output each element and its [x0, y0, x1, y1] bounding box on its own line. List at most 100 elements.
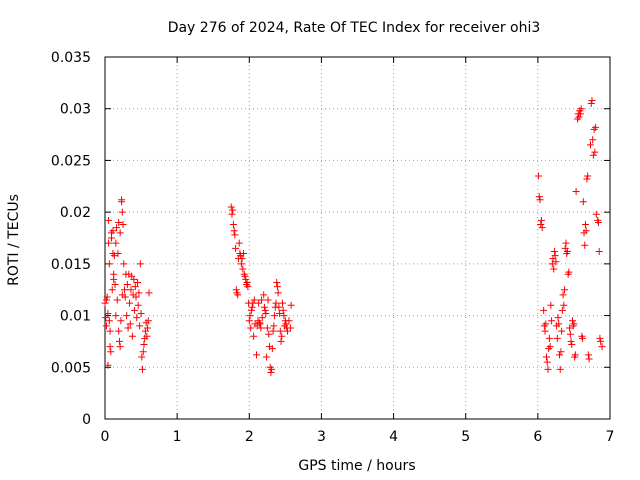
data-point [244, 283, 252, 291]
y-tick-label: 0.01 [60, 309, 91, 325]
data-point [261, 306, 269, 314]
data-point [105, 216, 113, 224]
data-point [537, 216, 545, 224]
data-point [273, 278, 281, 286]
data-point [102, 322, 110, 330]
data-point [115, 218, 123, 226]
data-point [274, 289, 282, 297]
data-point [109, 227, 117, 235]
data-point [231, 231, 239, 239]
data-point [126, 299, 134, 307]
data-point [581, 241, 589, 249]
data-point [591, 148, 599, 156]
data-point [594, 218, 602, 226]
x-tick-label: 2 [245, 429, 254, 445]
data-point [587, 100, 595, 108]
data-point [118, 208, 126, 216]
data-point [107, 348, 115, 356]
data-point [237, 260, 245, 268]
data-point [544, 365, 552, 373]
data-point [545, 334, 553, 342]
data-point [535, 172, 543, 180]
y-tick-label: 0.035 [51, 50, 91, 66]
data-point [246, 312, 254, 320]
data-point [273, 283, 281, 291]
data-point [104, 310, 112, 318]
data-point [276, 310, 284, 318]
data-point [543, 358, 551, 366]
data-point [241, 272, 249, 280]
data-point [553, 334, 561, 342]
data-point [584, 172, 592, 180]
data-point [124, 324, 132, 332]
data-point [229, 221, 237, 229]
data-point [227, 203, 235, 211]
data-point [264, 296, 272, 304]
data-point [138, 353, 146, 361]
gridlines [105, 57, 610, 419]
data-point [260, 291, 268, 299]
data-point [598, 343, 606, 351]
data-point [552, 258, 560, 266]
data-point [123, 281, 131, 289]
data-point [110, 275, 118, 283]
data-point [579, 198, 587, 206]
data-point [278, 299, 286, 307]
data-point [542, 320, 550, 328]
data-point [537, 221, 545, 229]
data-point [581, 221, 589, 229]
data-point [133, 314, 141, 322]
data-point [135, 289, 143, 297]
data-point [112, 312, 120, 320]
data-point [583, 175, 591, 183]
data-point [546, 343, 554, 351]
data-point [554, 314, 562, 322]
data-point [257, 324, 265, 332]
data-point [287, 301, 295, 309]
data-point [117, 317, 125, 325]
data-point [276, 327, 284, 335]
data-point [116, 229, 124, 237]
data-point [595, 247, 603, 255]
data-point [560, 301, 568, 309]
data-point [579, 334, 587, 342]
data-point [232, 286, 240, 294]
data-point [132, 293, 140, 301]
data-point [267, 368, 275, 376]
data-point [575, 113, 583, 121]
data-point [585, 355, 593, 363]
data-point [128, 332, 136, 340]
data-point [255, 299, 263, 307]
data-point [550, 265, 558, 273]
x-tick-label: 5 [461, 429, 470, 445]
data-point [278, 332, 286, 340]
data-point [566, 324, 574, 332]
data-point [143, 332, 151, 340]
data-point [110, 252, 118, 260]
data-point [119, 221, 127, 229]
y-tick-label: 0.005 [51, 360, 91, 376]
data-point [120, 260, 128, 268]
data-point [588, 96, 596, 104]
data-point [250, 332, 258, 340]
data-point [277, 337, 285, 345]
data-point [271, 312, 279, 320]
data-point [140, 341, 148, 349]
data-point [263, 324, 271, 332]
data-point [559, 291, 567, 299]
data-point [250, 296, 258, 304]
data-point [258, 296, 266, 304]
data-point [592, 210, 600, 218]
data-point [115, 327, 123, 335]
data-point [232, 244, 240, 252]
data-point [228, 210, 236, 218]
data-point [592, 123, 600, 131]
data-point [139, 365, 147, 373]
data-point [280, 312, 288, 320]
data-point [556, 365, 564, 373]
data-point [230, 227, 238, 235]
data-point [116, 343, 124, 351]
data-point [118, 196, 126, 204]
data-point [144, 324, 152, 332]
